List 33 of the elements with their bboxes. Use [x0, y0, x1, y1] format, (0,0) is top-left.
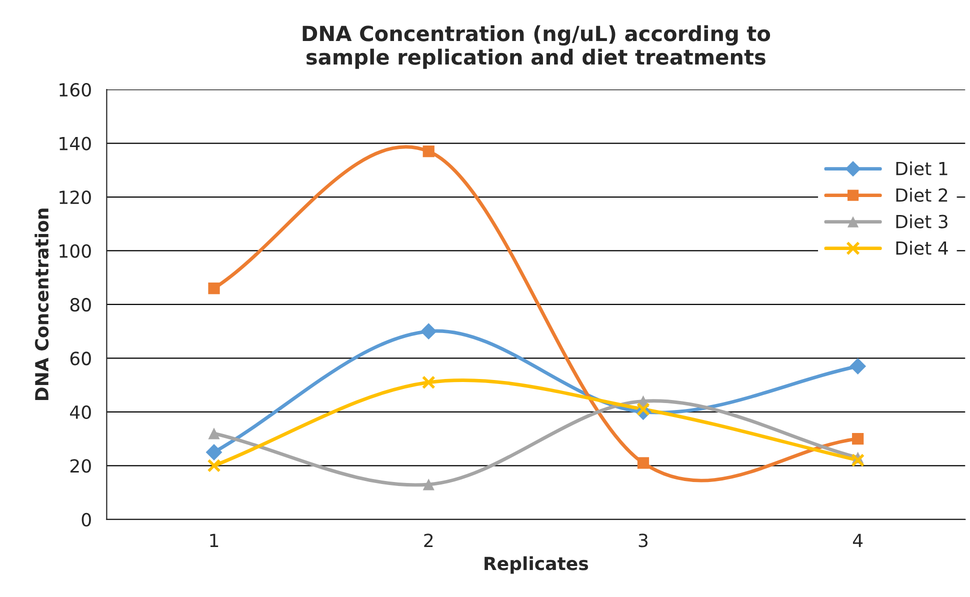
x-tick-label: 3 [638, 534, 648, 548]
y-tick-label: 40 [70, 405, 91, 420]
legend-label: Diet 1 [896, 161, 948, 176]
point [422, 146, 434, 158]
y-tick-label: 120 [60, 190, 91, 204]
x-tick-label: 1 [210, 534, 218, 547]
x-axis-title: Replicates [484, 556, 588, 574]
point [208, 282, 220, 294]
chart-title: DNA Concentration (ng/uL) according to sample replication and diet treatments [302, 25, 770, 69]
point [422, 376, 436, 390]
point [420, 323, 437, 340]
y-tick-label: 100 [60, 244, 91, 258]
y-tick-label: 160 [60, 83, 91, 97]
legend-label: Diet 2 [896, 188, 948, 202]
point [206, 444, 222, 460]
legend-label: Diet 3 [896, 214, 948, 228]
point [637, 457, 650, 469]
y-tick-label: 60 [70, 352, 91, 366]
x-tick-label: 4 [852, 534, 863, 547]
point [422, 478, 434, 490]
point [852, 432, 864, 445]
y-tick-label: 140 [60, 136, 91, 150]
y-tick-label: 80 [70, 298, 91, 312]
point [207, 458, 221, 472]
point [851, 454, 865, 468]
point [636, 402, 650, 416]
legend-label: Diet 4 [896, 240, 948, 255]
y-axis-title: DNA Concentration [34, 208, 49, 400]
point [850, 358, 866, 374]
point [208, 428, 220, 440]
x-tick-label: 2 [424, 534, 433, 547]
y-tick-label: 20 [70, 459, 91, 473]
y-tick-label: 0 [82, 512, 91, 527]
